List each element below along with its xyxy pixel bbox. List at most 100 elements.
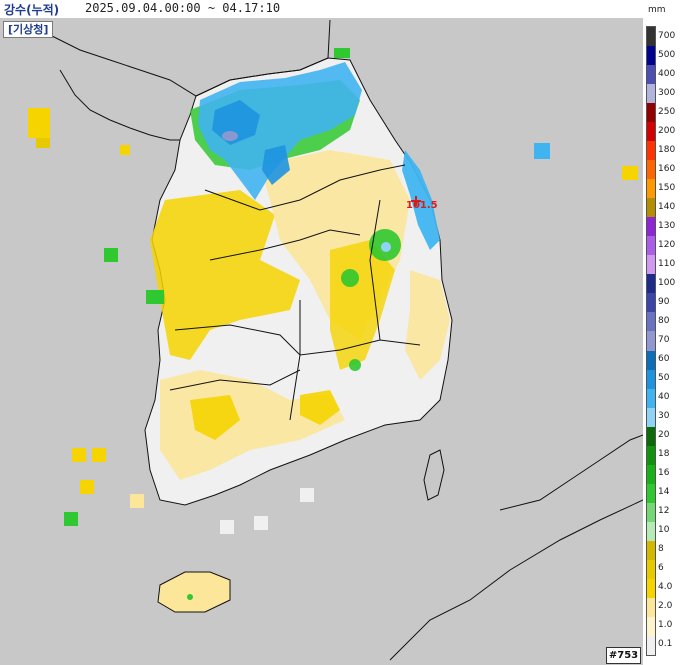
legend-level-label: 150 xyxy=(658,182,676,193)
rain-yellow-southeast xyxy=(300,390,340,425)
province-boundary-4 xyxy=(169,369,301,391)
legend-swatch xyxy=(647,521,655,542)
island-box-6 xyxy=(80,480,94,494)
island-box-1 xyxy=(28,108,50,138)
legend-unit: mm xyxy=(648,5,666,15)
rain-blue-east-cell xyxy=(381,242,391,252)
legend-level-label: 60 xyxy=(658,354,670,365)
rain-yellow-east-coast xyxy=(405,270,450,380)
legend-swatch xyxy=(647,369,655,390)
rain-yellow-west xyxy=(150,190,300,360)
island-box-10 xyxy=(254,516,268,530)
legend-swatch xyxy=(647,103,655,123)
legend-panel: 700 500 400 300 250 200 180 160 150 140 130 120 110 1… xyxy=(643,18,680,665)
legend-swatch xyxy=(647,597,655,618)
rain-green-west-1 xyxy=(104,248,118,262)
legend-level-label: 80 xyxy=(658,315,670,326)
header-bar: 강수(누적) 2025.09.04.00:00 ~ 04.17:10 xyxy=(0,0,643,18)
map-graphics xyxy=(28,19,643,661)
rain-purple-core xyxy=(222,131,238,141)
peak-value-label: 101.5 xyxy=(406,200,438,211)
legend-level-label: 90 xyxy=(658,296,670,307)
rain-yellow-southwest xyxy=(190,395,240,440)
legend-level-label: 30 xyxy=(658,411,670,422)
rain-yellow-south xyxy=(160,370,345,480)
legend-swatch xyxy=(647,407,655,428)
legend-swatch xyxy=(647,464,655,485)
province-boundary-5 xyxy=(289,300,301,421)
legend-level-label: 250 xyxy=(658,106,676,117)
agency-label: [기상청] xyxy=(3,21,54,38)
legend-swatch xyxy=(647,198,655,218)
legend-swatch xyxy=(647,635,655,656)
legend-swatch xyxy=(647,84,655,104)
legend-level-label: 4.0 xyxy=(658,582,673,593)
japan-coast xyxy=(499,434,643,511)
tsushima-island xyxy=(423,449,445,501)
legend-swatch xyxy=(647,502,655,523)
legend-swatch xyxy=(647,274,655,294)
legend-swatch xyxy=(647,236,655,256)
map-canvas[interactable] xyxy=(0,18,643,665)
station-badge[interactable]: #753 xyxy=(606,647,641,664)
legend-level-label: 110 xyxy=(658,258,676,269)
legend-level-label: 160 xyxy=(658,163,676,174)
island-box-4 xyxy=(72,448,86,462)
legend-level-label: 120 xyxy=(658,239,676,250)
legend-level-label: 700 xyxy=(658,30,676,41)
province-boundary-6 xyxy=(369,199,381,341)
legend-level-label: 12 xyxy=(658,506,670,517)
legend-level-label: 2.0 xyxy=(658,601,673,612)
legend-swatch xyxy=(647,483,655,504)
japan-coast-2 xyxy=(389,499,643,661)
island-box-3 xyxy=(120,145,130,155)
island-box-2 xyxy=(36,138,50,148)
legend-swatch xyxy=(647,179,655,199)
rain-green-west-2 xyxy=(146,290,164,304)
legend-level-label: 140 xyxy=(658,201,676,212)
legend-swatch xyxy=(647,141,655,161)
legend-swatch xyxy=(647,46,655,66)
legend-level-label: 6 xyxy=(658,563,664,574)
island-box-11 xyxy=(300,488,314,502)
legend-swatch xyxy=(647,331,655,351)
legend-swatch xyxy=(647,426,655,447)
rain-blue-core-2 xyxy=(262,145,290,185)
legend-swatch xyxy=(647,65,655,85)
island-box-9 xyxy=(220,520,234,534)
legend-level-label: 20 xyxy=(658,430,670,441)
rain-blue-north xyxy=(198,62,362,200)
rain-green-north-edge xyxy=(334,48,350,58)
island-box-5 xyxy=(92,448,106,462)
legend-level-label: 40 xyxy=(658,392,670,403)
peak-marker-icon xyxy=(411,196,421,206)
rain-green-cell-central xyxy=(341,269,359,287)
legend-swatch xyxy=(647,445,655,466)
rain-green-cell-south xyxy=(349,359,361,371)
legend-swatch xyxy=(647,559,655,580)
legend-swatch xyxy=(647,350,655,371)
legend-level-label: 300 xyxy=(658,87,676,98)
legend-swatch xyxy=(647,293,655,313)
jeju-island xyxy=(157,571,231,613)
legend-level-label: 14 xyxy=(658,487,670,498)
legend-swatch xyxy=(647,217,655,237)
province-boundary-1 xyxy=(204,164,406,211)
period-range: 2025.09.04.00:00 ~ 04.17:10 xyxy=(85,1,281,15)
legend-level-label: 130 xyxy=(658,220,676,231)
legend-swatch xyxy=(647,27,655,47)
map-title: 강수(누적) xyxy=(4,3,60,17)
rain-green-west-3 xyxy=(64,512,78,526)
island-box-8 xyxy=(622,166,638,180)
north-korea-outline xyxy=(39,19,331,97)
legend-swatch xyxy=(647,388,655,409)
legend-swatch xyxy=(647,540,655,561)
legend-level-label: 8 xyxy=(658,544,664,555)
legend-level-label: 100 xyxy=(658,277,676,288)
jeju-green-cell xyxy=(187,594,193,600)
legend-level-label: 50 xyxy=(658,373,670,384)
legend-level-label: 200 xyxy=(658,125,676,136)
legend-swatch xyxy=(647,160,655,180)
legend-level-label: 1.0 xyxy=(658,620,673,631)
